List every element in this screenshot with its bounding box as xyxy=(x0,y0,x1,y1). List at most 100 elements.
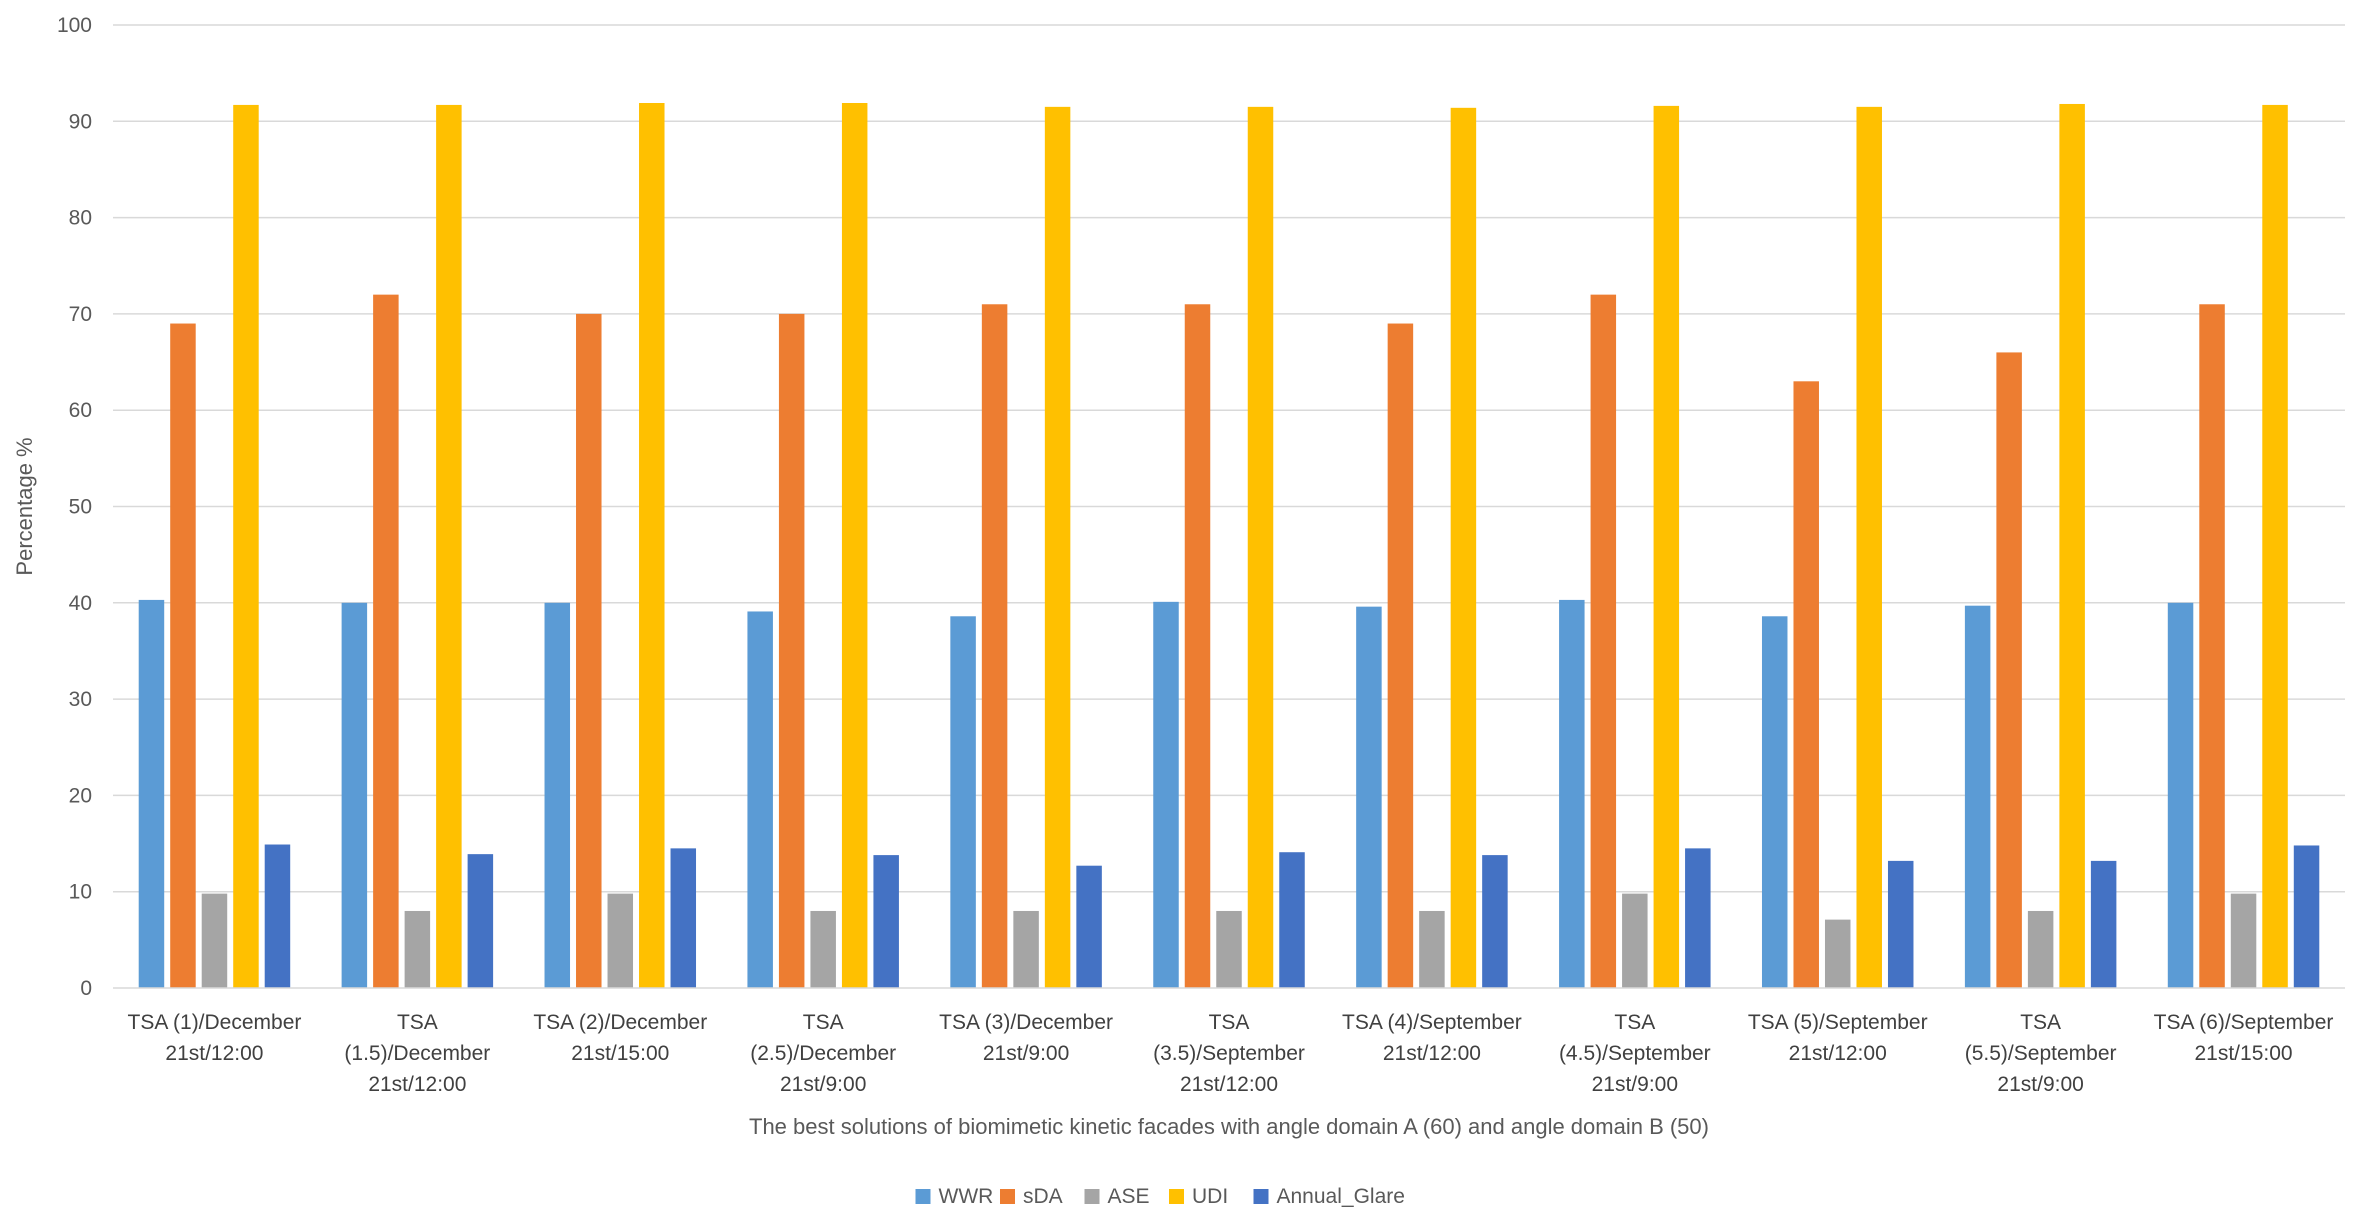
bar-wwr xyxy=(544,602,571,988)
bar-ase xyxy=(1824,919,1851,988)
bar-udi xyxy=(436,104,462,988)
legend-swatch xyxy=(1169,1189,1184,1204)
bar-annual-glare xyxy=(1685,848,1711,988)
bar-annual-glare xyxy=(2293,845,2320,988)
bar-sda xyxy=(373,294,399,988)
bar-ase xyxy=(201,893,228,988)
x-tick-label: TSA (1.5)/December 21st/12:00 xyxy=(344,1011,490,1096)
y-axis-ticks: 0 10 20 30 40 50 60 70 80 90 100 xyxy=(57,14,92,1000)
bar-sda xyxy=(1184,304,1211,988)
bar-sda xyxy=(170,323,196,988)
bar-wwr xyxy=(1559,599,1585,988)
bar-annual-glare xyxy=(670,848,697,988)
bar-wwr xyxy=(1153,601,1179,988)
bar-sda xyxy=(1793,381,1819,988)
bar-udi xyxy=(1450,107,1477,989)
bar-wwr xyxy=(1356,606,1382,988)
bar-sda xyxy=(576,313,602,988)
x-tick-label: TSA (1)/December 21st/12:00 xyxy=(128,1011,302,1065)
y-tick-label: 0 xyxy=(80,977,92,1000)
x-tick-label: TSA (5)/September 21st/12:00 xyxy=(1748,1011,1928,1065)
x-tick-label: TSA (2.5)/December 21st/9:00 xyxy=(750,1011,896,1096)
bar-sda xyxy=(1387,323,1414,988)
bar-ase xyxy=(1419,910,1445,988)
y-tick-label: 100 xyxy=(57,14,92,37)
bar-ase xyxy=(1013,910,1039,988)
bar-udi xyxy=(1653,105,1680,989)
legend-item-sda: sDA xyxy=(1000,1185,1063,1208)
y-tick-label: 30 xyxy=(69,688,92,711)
bar-wwr xyxy=(950,616,976,988)
bar-sda xyxy=(2199,304,2225,988)
bar-udi xyxy=(233,104,259,988)
legend-item-udi: UDI xyxy=(1169,1185,1228,1208)
bar-ase xyxy=(2230,893,2257,988)
bar-ase xyxy=(1622,893,1648,988)
x-tick-label: TSA (4.5)/September 21st/9:00 xyxy=(1559,1011,1711,1096)
x-tick-label: TSA (3.5)/September 21st/12:00 xyxy=(1153,1011,1305,1096)
y-tick-label: 20 xyxy=(69,784,92,807)
bars xyxy=(138,103,2320,989)
x-tick-label: TSA (5.5)/September 21st/9:00 xyxy=(1965,1011,2117,1096)
bar-annual-glare xyxy=(873,855,899,988)
bar-udi xyxy=(841,103,868,989)
legend-swatch xyxy=(1000,1189,1015,1204)
x-tick-label: TSA (3)/December 21st/9:00 xyxy=(939,1011,1113,1065)
bar-sda xyxy=(1996,352,2022,988)
bar-ase xyxy=(404,910,431,988)
y-axis-title: Percentage % xyxy=(12,437,37,575)
bar-udi xyxy=(639,103,665,989)
legend-swatch xyxy=(1253,1189,1269,1204)
legend-label: sDA xyxy=(1023,1185,1063,1208)
y-tick-label: 60 xyxy=(69,399,92,422)
legend-label: WWR xyxy=(939,1185,994,1208)
y-tick-label: 10 xyxy=(69,881,92,904)
bar-ase xyxy=(2027,910,2054,988)
bar-annual-glare xyxy=(1887,860,1914,988)
legend-label: UDI xyxy=(1192,1185,1228,1208)
bar-wwr xyxy=(1761,616,1788,988)
y-tick-label: 40 xyxy=(69,592,92,615)
legend-item-annual-glare: Annual_Glare xyxy=(1253,1185,1405,1208)
bar-annual-glare xyxy=(2090,860,2117,988)
x-tick-label: TSA (6)/September 21st/15:00 xyxy=(2154,1011,2334,1065)
bar-sda xyxy=(1590,294,1617,988)
legend-swatch xyxy=(915,1189,931,1204)
bar-sda xyxy=(981,304,1008,988)
bar-udi xyxy=(2262,104,2288,988)
legend-swatch xyxy=(1084,1189,1100,1204)
y-tick-label: 70 xyxy=(69,303,92,326)
y-tick-label: 50 xyxy=(69,496,92,519)
bar-annual-glare xyxy=(264,844,291,988)
legend-label: Annual_Glare xyxy=(1277,1185,1405,1208)
x-tick-label: TSA (2)/December 21st/15:00 xyxy=(533,1011,707,1065)
bar-sda xyxy=(778,313,805,988)
legend-label: ASE xyxy=(1108,1185,1150,1208)
bar-udi xyxy=(1044,106,1071,989)
gridlines xyxy=(113,24,2345,893)
bar-annual-glare xyxy=(1076,865,1102,988)
bar-wwr xyxy=(747,611,773,988)
bar-udi xyxy=(1856,106,1882,989)
y-tick-label: 80 xyxy=(69,207,92,230)
bar-annual-glare xyxy=(1279,852,1305,988)
bar-wwr xyxy=(2167,602,2194,988)
bar-udi xyxy=(2059,103,2085,988)
legend-item-wwr: WWR xyxy=(915,1185,994,1208)
x-axis-title: The best solutions of biomimetic kinetic… xyxy=(749,1114,1709,1139)
y-tick-label: 90 xyxy=(69,110,92,133)
bar-ase xyxy=(607,893,634,988)
bar-annual-glare xyxy=(1482,855,1508,988)
bar-wwr xyxy=(138,599,165,988)
bar-ase xyxy=(810,910,836,988)
bar-wwr xyxy=(1964,605,1991,988)
bar-udi xyxy=(1247,106,1274,989)
bar-wwr xyxy=(341,602,368,988)
bar-annual-glare xyxy=(467,854,494,988)
category-labels: TSA (1)/December 21st/12:00 TSA (1.5)/Decem… xyxy=(128,1011,2334,1096)
bar-ase xyxy=(1216,910,1242,988)
x-tick-label: TSA (4)/September 21st/12:00 xyxy=(1342,1011,1522,1065)
legend: WWR sDA ASE UDI Annual_Glare xyxy=(915,1185,1405,1208)
